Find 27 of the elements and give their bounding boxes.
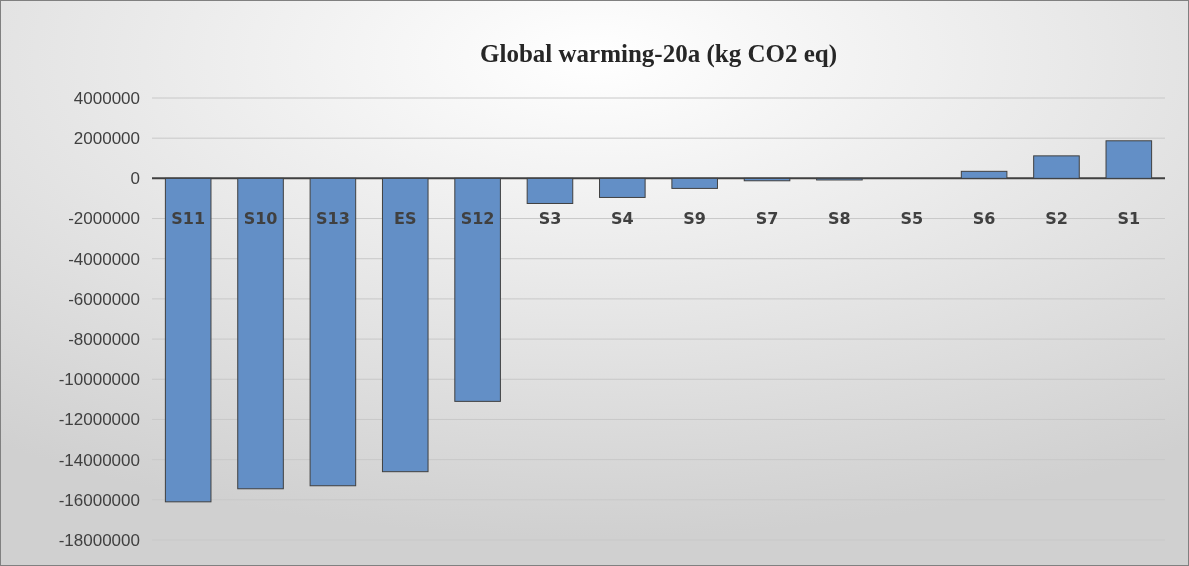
- x-tick-label: S3: [538, 208, 562, 228]
- x-tick-label: S4: [610, 208, 634, 228]
- x-tick-label: S10: [243, 208, 278, 228]
- x-tick-label: S11: [171, 208, 206, 228]
- x-tick-label: ES: [394, 208, 417, 228]
- y-tick-label: -14000000: [58, 450, 140, 470]
- y-tick-label: 0: [130, 169, 140, 189]
- x-tick-label: S2: [1045, 208, 1068, 228]
- x-tick-label: S5: [900, 208, 924, 228]
- x-tick-label: S1: [1117, 208, 1141, 228]
- y-tick-label: -16000000: [58, 490, 140, 510]
- x-tick-label: S13: [315, 208, 350, 228]
- y-tick-label: -12000000: [58, 410, 140, 430]
- x-tick-label: S8: [828, 208, 851, 228]
- y-tick-label: -2000000: [68, 209, 140, 229]
- y-tick-label: -8000000: [68, 330, 140, 350]
- chart-title: Global warming-20a (kg CO2 eq): [480, 40, 837, 68]
- x-tick-label: S6: [972, 208, 996, 228]
- y-tick-label: -6000000: [68, 289, 140, 309]
- x-tick-label: S9: [683, 208, 707, 228]
- y-tick-label: 2000000: [73, 129, 140, 149]
- y-tick-label: 4000000: [73, 88, 140, 108]
- y-tick-label: -18000000: [58, 530, 140, 550]
- y-tick-label: -4000000: [68, 249, 140, 269]
- x-tick-label: S12: [460, 208, 495, 228]
- y-tick-label: -10000000: [58, 370, 140, 390]
- x-tick-label: S7: [755, 208, 779, 228]
